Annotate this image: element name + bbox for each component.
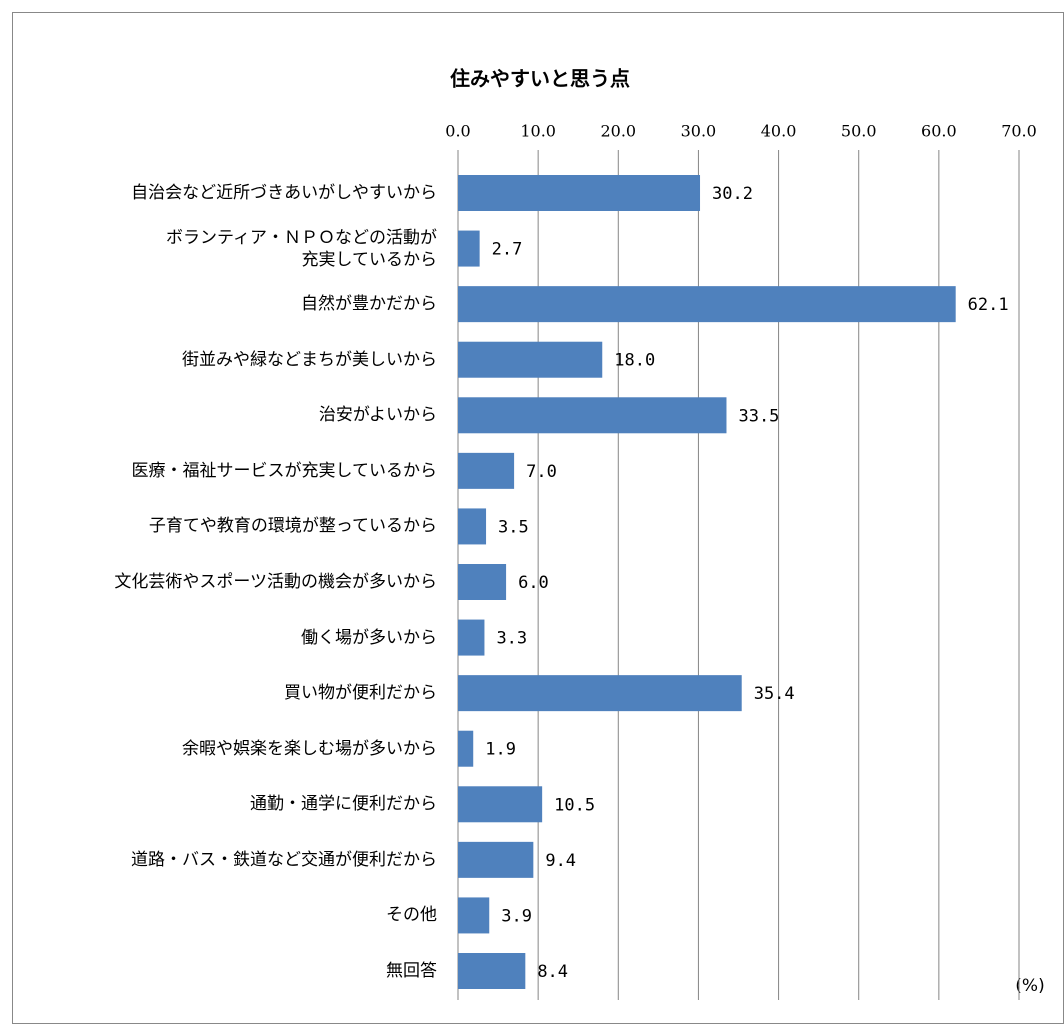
category-label: 自治会など近所づきあいがしやすいから	[131, 183, 437, 203]
value-label: 7.0	[526, 462, 557, 482]
value-label: 35.4	[754, 684, 795, 704]
x-tick-label: 40.0	[761, 122, 797, 141]
bar	[458, 341, 603, 378]
x-tick-label: 10.0	[520, 122, 556, 141]
bar	[458, 286, 956, 323]
bar	[458, 564, 507, 600]
category-label: 余暇や娯楽を楽しむ場が多いから	[182, 738, 437, 759]
category-label: 治安がよいから	[318, 405, 437, 426]
bar	[458, 397, 727, 434]
category-label: 買い物が便利だから	[284, 683, 437, 704]
value-label: 6.0	[518, 573, 549, 593]
value-label: 33.5	[738, 406, 779, 426]
value-label: 3.5	[498, 517, 529, 537]
category-label: 子育てや教育の環境が整っているから	[148, 516, 437, 537]
category-label: 働く場が多いから	[301, 627, 437, 648]
bar	[458, 175, 701, 211]
value-label: 8.4	[537, 962, 568, 982]
value-label: 10.5	[554, 795, 595, 815]
value-label: 1.9	[485, 740, 516, 760]
category-label: 通勤・通学に便利だから	[250, 794, 437, 815]
category-label: 無回答	[386, 961, 437, 981]
category-label: 街並みや緑などまちが美しいから	[182, 349, 437, 370]
bar	[458, 230, 480, 267]
category-label: 医療・福祉サービスが充実しているから	[131, 460, 438, 481]
x-tick-label: 20.0	[600, 122, 636, 141]
bar	[458, 508, 487, 545]
x-tick-label: 50.0	[841, 122, 877, 141]
unit-label: (%)	[1015, 976, 1044, 996]
value-label: 3.9	[501, 906, 532, 926]
x-tick-label: 70.0	[1001, 122, 1037, 141]
bar	[458, 452, 515, 489]
category-label: 文化芸術やスポーツ活動の機会が多いから	[114, 572, 437, 592]
value-label: 18.0	[614, 351, 655, 371]
x-tick-label: 0.0	[445, 122, 470, 141]
bar	[458, 675, 742, 712]
category-label: ボランティア・ＮＰＯなどの活動が 充実しているから	[166, 227, 437, 270]
category-label: 道路・バス・鉄道など交通が便利だから	[131, 849, 437, 870]
value-label: 30.2	[712, 184, 753, 204]
bar	[458, 897, 490, 934]
category-label: その他	[386, 905, 437, 926]
bar	[458, 619, 485, 656]
chart-title: 住みやすいと思う点	[450, 67, 630, 91]
category-label: 自然が豊かだから	[301, 294, 437, 315]
bar	[458, 730, 474, 767]
value-label: 62.1	[968, 295, 1009, 315]
value-label: 2.7	[492, 240, 523, 260]
bar	[458, 786, 543, 823]
bar	[458, 953, 526, 989]
x-tick-label: 30.0	[681, 122, 717, 141]
bar	[458, 841, 534, 878]
value-label: 3.3	[496, 629, 527, 649]
x-tick-label: 60.0	[921, 122, 957, 141]
value-label: 9.4	[545, 851, 576, 871]
